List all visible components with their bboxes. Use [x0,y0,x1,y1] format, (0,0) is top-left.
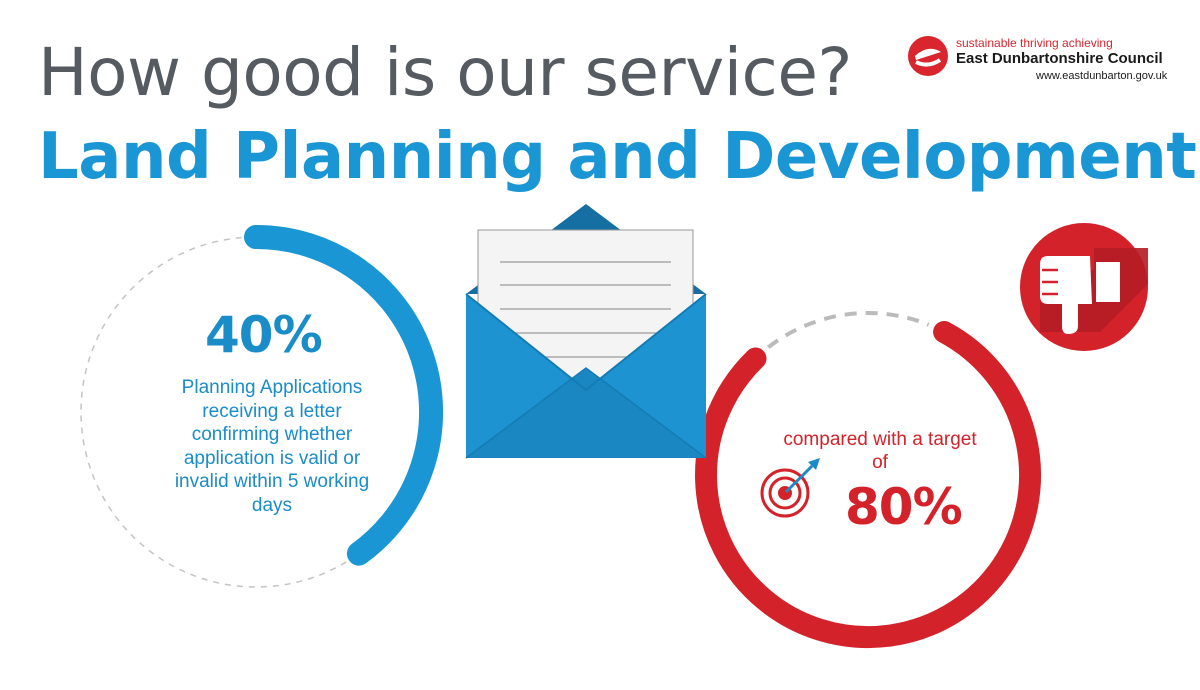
page-question: How good is our service? [38,34,852,111]
target-ring-track [767,311,930,349]
logo-name: East Dunbartonshire Council [956,50,1163,67]
performance-ring-arc [244,225,444,566]
envelope-letter-icon [465,204,707,459]
performance-description: Planning Applications receiving a letter… [174,377,370,516]
service-title: Land Planning and Development [38,120,1197,194]
target-value: 80% [845,478,963,536]
logo-tagline: sustainable thriving achieving [956,36,1113,50]
council-logo-mark-icon [908,36,948,76]
council-logo: sustainable thriving achieving East Dunb… [906,34,1176,94]
target-icon [760,458,820,518]
thumbs-down-icon [1020,223,1148,351]
logo-url: www.eastdunbarton.gov.uk [1036,70,1168,82]
target-ring-arc [695,321,1041,648]
target-label: compared with a target of [783,429,977,474]
performance-value: 40% [205,306,323,364]
